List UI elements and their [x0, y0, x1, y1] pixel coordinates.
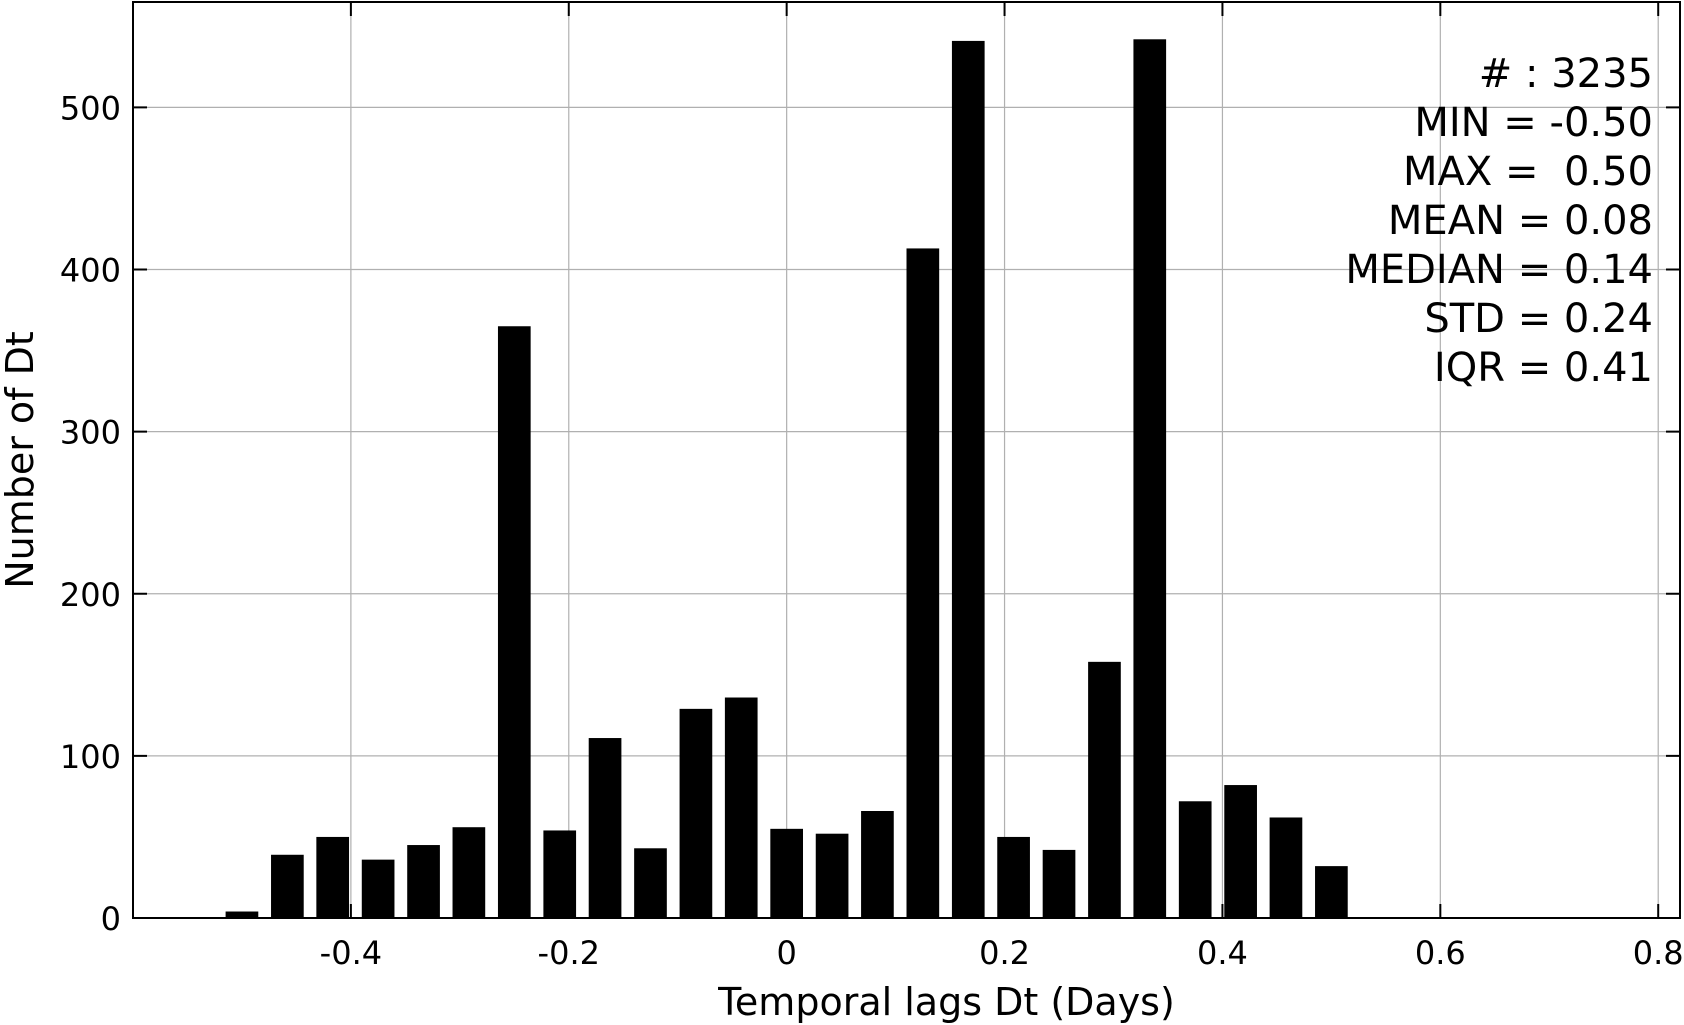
x-tick-label: 0: [776, 934, 796, 972]
histogram-bar: [679, 708, 713, 918]
y-tick-label: 0: [101, 900, 121, 938]
histogram-bar: [634, 848, 667, 918]
histogram-bar: [1224, 785, 1257, 918]
stat-line: MEAN = 0.08: [1388, 198, 1653, 244]
y-tick-label: 400: [60, 252, 121, 290]
histogram-bar: [997, 836, 1030, 918]
y-tick-label: 200: [60, 576, 121, 614]
histogram-bar: [407, 845, 440, 918]
stat-line: MAX = 0.50: [1403, 149, 1653, 195]
histogram-bar: [361, 859, 395, 918]
x-tick-label: -0.4: [320, 934, 382, 972]
histogram-bar: [1315, 866, 1348, 918]
histogram-bar: [815, 833, 849, 918]
bars: [225, 39, 1348, 919]
histogram-bar: [225, 911, 259, 918]
histogram-bar: [497, 326, 531, 918]
histogram-bar: [770, 828, 804, 918]
histogram-bar: [1133, 39, 1167, 918]
y-axis-label: Number of Dt: [0, 331, 42, 589]
histogram-bar: [906, 248, 940, 918]
x-axis-label: Temporal lags Dt (Days): [717, 980, 1175, 1024]
histogram-bar: [724, 697, 758, 918]
x-tick-label: 0.2: [979, 934, 1030, 972]
y-tick-label: 100: [60, 738, 121, 776]
histogram-bar: [1042, 849, 1076, 918]
histogram-bar: [271, 854, 304, 918]
histogram-bar: [1088, 661, 1121, 918]
stat-line: # : 3235: [1479, 51, 1653, 97]
y-tick-labels: 0 100 200 300 400 500: [60, 89, 121, 938]
stat-line: IQR = 0.41: [1434, 345, 1653, 391]
histogram-bar: [543, 830, 577, 918]
stat-line: MEDIAN = 0.14: [1345, 247, 1653, 293]
x-tick-label: 0.4: [1197, 934, 1248, 972]
histogram-bar: [1269, 817, 1303, 918]
histogram-bar: [1178, 801, 1212, 918]
x-tick-labels: -0.4 -0.2 0 0.2 0.4 0.6 0.8: [320, 934, 1684, 972]
stat-line: STD = 0.24: [1424, 296, 1653, 342]
stat-line: MIN = -0.50: [1414, 100, 1653, 146]
x-tick-label: -0.2: [538, 934, 600, 972]
x-tick-label: 0.6: [1415, 934, 1466, 972]
axis-ticks: [133, 2, 1680, 919]
histogram-bar: [861, 810, 894, 918]
plot-frame: [132, 1, 1681, 919]
histogram-bar: [452, 827, 486, 918]
x-tick-label: 0.8: [1633, 934, 1684, 972]
histogram-bar: [316, 836, 350, 918]
histogram-bar: [588, 738, 622, 918]
y-tick-label: 500: [60, 89, 121, 127]
y-tick-label: 300: [60, 414, 121, 452]
histogram-bar: [951, 40, 985, 919]
